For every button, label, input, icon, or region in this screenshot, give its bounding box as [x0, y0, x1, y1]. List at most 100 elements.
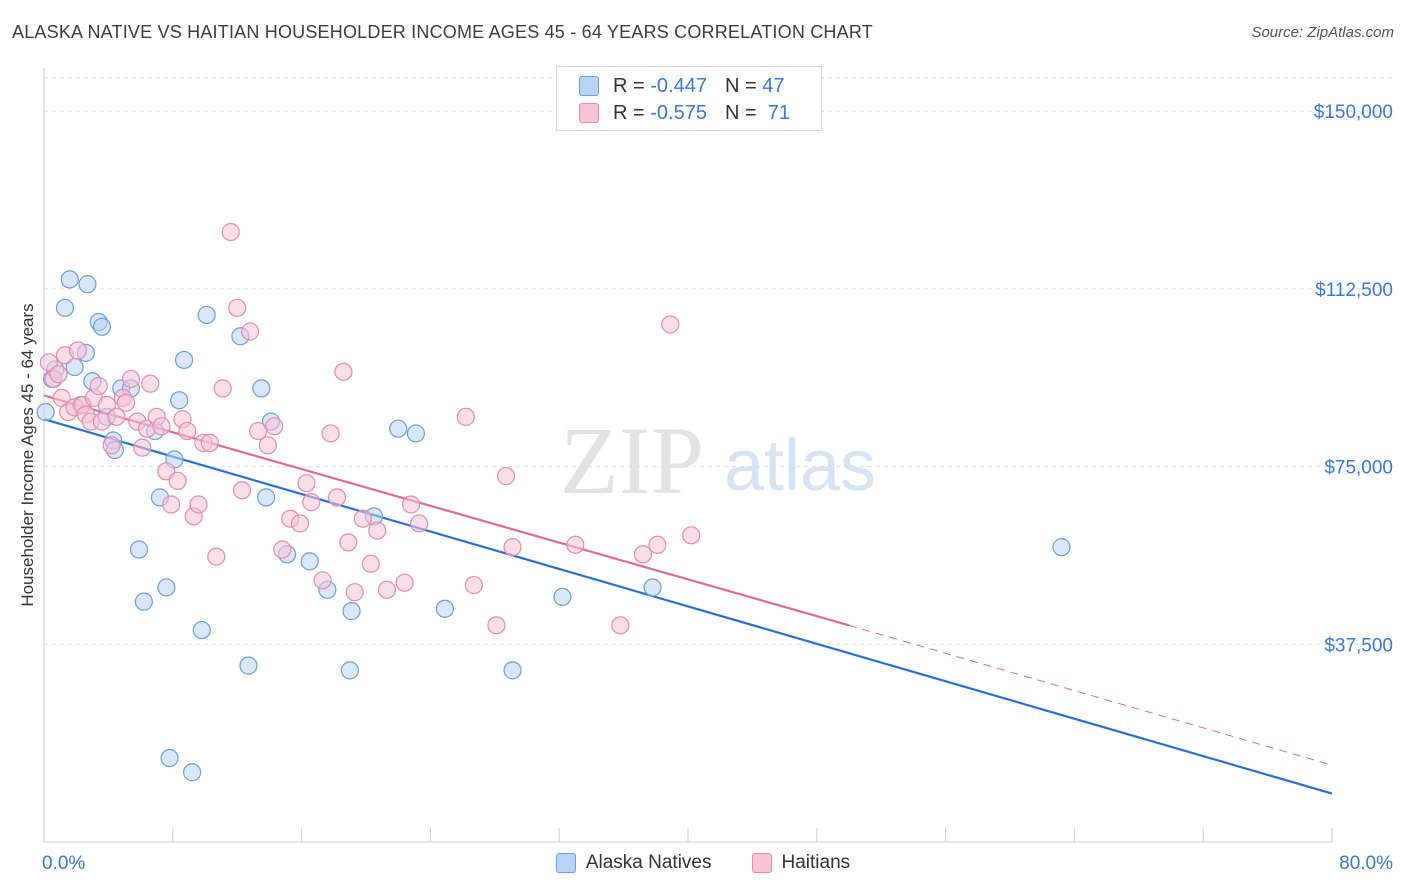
r-value: -0.575 [650, 101, 707, 124]
haitian-point [207, 547, 226, 566]
haitian-point [611, 616, 630, 635]
haitian-point [273, 540, 292, 559]
haitian-point [178, 421, 197, 441]
x-tick-label: 80.0% [1339, 853, 1393, 874]
haitian-point [496, 466, 516, 486]
haitian-point [361, 554, 380, 573]
haitian-point [258, 436, 277, 455]
alaska-native-point [389, 419, 408, 438]
source-note: Source: ZipAtlas.com [1251, 24, 1394, 41]
haitian-point [162, 495, 181, 514]
alaska-native-point [55, 298, 75, 317]
alaska-native-point [342, 602, 361, 621]
n-label: N = [724, 74, 757, 97]
y-tick-label: $150,000 [1314, 102, 1393, 123]
haitian-point [377, 580, 397, 599]
haitian-point [353, 509, 372, 528]
r-label: R = [613, 101, 645, 124]
haitian-point [648, 535, 667, 554]
stats-row-haitians: R = -0.575 N = 71 [579, 101, 790, 125]
n-label: N = [724, 101, 757, 124]
n-value: 47 [762, 74, 785, 97]
watermark-atlas: atlas [724, 426, 876, 506]
haitian-point [334, 362, 353, 381]
alaska-native-point [406, 424, 426, 443]
alaska-native-point [92, 317, 112, 336]
r-value: -0.447 [650, 74, 707, 97]
alaska-native-point [553, 587, 572, 607]
haitian-point [327, 488, 347, 507]
haitian-point [464, 575, 483, 595]
haitian-point [240, 322, 260, 341]
alaska-native-point [36, 402, 55, 422]
series-legend: Alaska Natives Haitians [0, 852, 1406, 874]
haitian-point [395, 573, 414, 592]
haitian-point [265, 417, 284, 436]
legend-item-haitians[interactable]: Haitians [751, 852, 851, 874]
x-tick-label: 0.0% [42, 853, 85, 874]
r-label: R = [613, 74, 645, 97]
alaska-native-point [239, 656, 258, 675]
haitian-point [410, 514, 429, 533]
haitian-point [102, 436, 121, 455]
haitian-point [503, 538, 522, 557]
haitian-point [39, 353, 58, 372]
alaska-native-point [183, 763, 202, 782]
haitian-point [121, 369, 141, 389]
haitian-point [68, 341, 87, 360]
stats-legend: R = -0.447 N = 47 R = -0.575 N = 71 [556, 66, 822, 131]
swatch-haitians [751, 853, 772, 873]
alaska-native-point [252, 379, 271, 398]
alaska-native-point [170, 391, 189, 410]
haitian-point [141, 374, 160, 393]
haitians-trend-line-extension [848, 624, 1333, 766]
haitian-point [566, 535, 585, 554]
haitian-point [368, 521, 387, 540]
haitian-point [661, 315, 680, 334]
haitians-trend-line [43, 394, 850, 627]
data-points [36, 222, 1071, 782]
legend-label: Haitians [781, 852, 851, 873]
haitian-point [97, 395, 116, 415]
alaska-native-point [129, 540, 149, 559]
haitian-point [213, 379, 232, 398]
alaska-native-point [435, 599, 454, 618]
chart-title: ALASKA NATIVE VS HAITIAN HOUSEHOLDER INC… [12, 22, 873, 42]
y-axis-label: Householder Income Ages 45 - 64 years [18, 303, 37, 607]
legend-label: Alaska Natives [585, 852, 712, 873]
trend-lines [43, 394, 1333, 795]
haitian-point [339, 533, 358, 552]
tick-labels: $37,500 $75,000 $112,500 $150,000 0.0% 80.0% [42, 102, 1393, 874]
haitian-point [401, 495, 421, 514]
swatch-alaska-natives [579, 76, 599, 96]
legend-item-alaska-natives[interactable]: Alaska Natives [555, 852, 712, 874]
alaska-natives-trend-line [43, 418, 1333, 795]
haitian-point [49, 365, 68, 384]
haitian-point [290, 514, 310, 533]
haitian-point [89, 376, 108, 396]
stats-row-alaska-natives: R = -0.447 N = 47 [579, 74, 784, 98]
haitian-point [133, 438, 152, 457]
y-tick-label: $75,000 [1324, 458, 1393, 479]
alaska-native-point [503, 661, 522, 680]
watermark: ZIP atlas [560, 407, 876, 514]
haitian-point [117, 393, 136, 412]
axes [43, 68, 1333, 843]
y-tick-label: $112,500 [1315, 280, 1393, 301]
alaska-native-point [1052, 538, 1071, 557]
alaska-native-point [197, 305, 216, 325]
haitian-point [345, 583, 364, 602]
haitian-point [232, 481, 252, 500]
haitian-point [633, 545, 653, 564]
haitian-point [107, 407, 126, 426]
n-value: 71 [767, 101, 791, 124]
haitian-point [302, 493, 321, 512]
haitian-point [228, 298, 247, 317]
alaska-native-point [257, 488, 276, 507]
gridlines [44, 77, 1396, 645]
alaska-native-point [60, 270, 79, 289]
haitian-point [297, 474, 316, 493]
alaska-native-point [192, 620, 211, 640]
alaska-native-point [174, 350, 194, 370]
